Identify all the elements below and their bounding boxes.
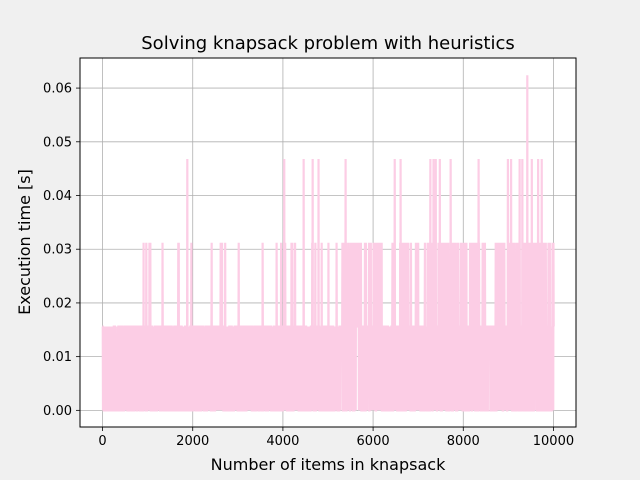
y-tick-label: 0.02	[43, 296, 72, 311]
x-tick-label: 8000	[447, 434, 480, 449]
y-axis-label: Execution time [s]	[15, 169, 34, 315]
y-axis: 0.00 0.01 0.02 0.03 0.04 0.05 0.06	[43, 82, 80, 419]
x-tick-label: 6000	[357, 434, 390, 449]
series-path	[101, 75, 555, 412]
series-line	[101, 75, 555, 412]
y-tick-label: 0.01	[43, 350, 72, 365]
x-tick-label: 4000	[266, 434, 299, 449]
y-tick-label: 0.05	[43, 135, 72, 150]
chart-title: Solving knapsack problem with heuristics	[141, 33, 515, 54]
y-tick-label: 0.00	[43, 404, 72, 419]
x-tick-label: 10000	[533, 434, 574, 449]
plot-frame	[79, 57, 577, 428]
y-tick-label: 0.06	[43, 82, 72, 97]
x-axis: 0 2000 4000 6000 8000 10000	[98, 427, 574, 449]
x-tick-label: 0	[98, 434, 106, 449]
y-tick-label: 0.03	[43, 243, 72, 258]
x-tick-label: 2000	[176, 434, 209, 449]
x-axis-label: Number of items in knapsack	[211, 455, 446, 474]
y-tick-label: 0.04	[43, 189, 72, 204]
